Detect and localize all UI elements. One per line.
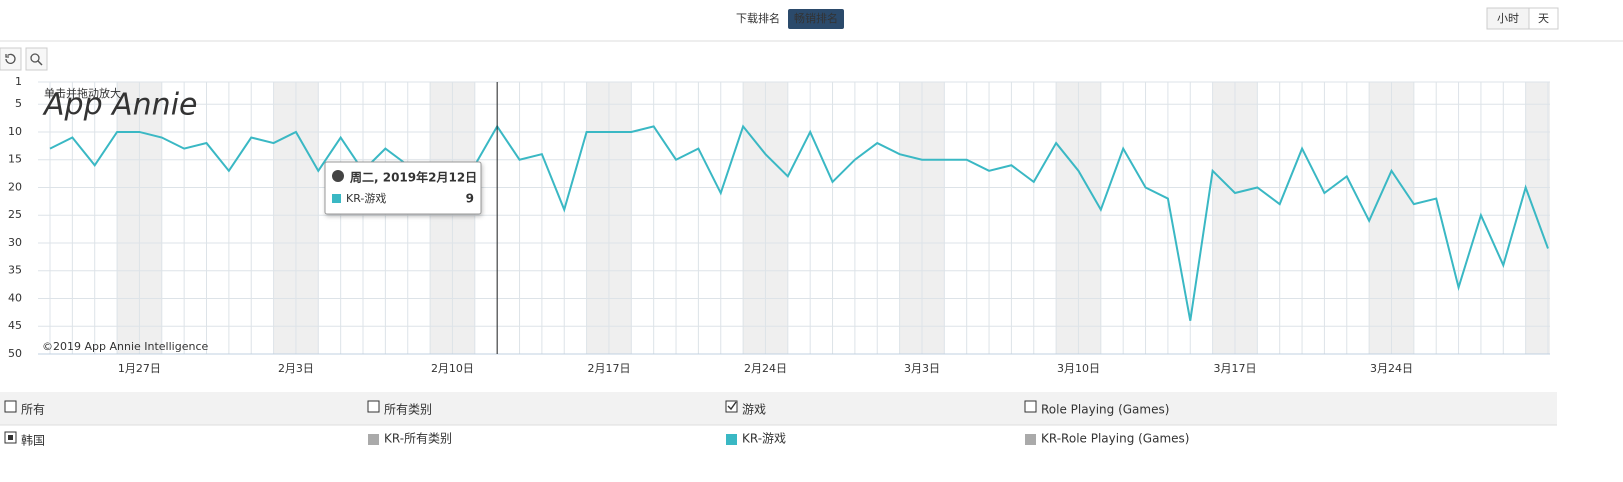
y-tick-label: 25 <box>8 208 22 221</box>
tooltip-swatch <box>332 194 341 203</box>
y-tick-label: 5 <box>15 97 22 110</box>
x-tick-label: 2月17日 <box>587 362 630 375</box>
tab-active-bg <box>788 9 844 29</box>
zoom-icon <box>30 53 40 63</box>
credit: ©2019 App Annie Intelligence <box>42 340 209 353</box>
tooltip-series: KR-游戏 <box>346 192 386 205</box>
plot-area <box>38 82 1550 354</box>
tooltip-globe <box>332 170 344 182</box>
y-tick-label: 15 <box>8 153 22 166</box>
checkbox[interactable] <box>4 400 17 413</box>
y-tick-label: 20 <box>8 180 22 193</box>
zoom-button[interactable] <box>25 47 48 71</box>
tooltip <box>324 161 482 215</box>
filter-label[interactable]: KR-游戏 <box>742 432 786 446</box>
filter-row-bg <box>0 392 1557 425</box>
legend-swatch[interactable] <box>368 434 379 445</box>
y-tick-label: 10 <box>8 125 22 138</box>
x-tick-label: 3月17日 <box>1213 362 1256 375</box>
x-tick-label: 3月24日 <box>1370 362 1413 375</box>
y-tick-label: 30 <box>8 236 22 249</box>
y-tick-label: 45 <box>8 319 22 332</box>
tooltip-title: 周二, 2019年2月12日 <box>350 170 477 185</box>
reset-zoom-button[interactable] <box>0 47 22 71</box>
checkmark <box>727 401 737 411</box>
y-tick-label: 1 <box>15 75 22 88</box>
y-tick-label: 35 <box>8 264 22 277</box>
filter-label[interactable]: 所有 <box>21 403 45 417</box>
legend-swatch[interactable] <box>1025 434 1036 445</box>
x-tick-label: 2月3日 <box>278 362 314 375</box>
filter-label[interactable]: 所有类别 <box>384 403 432 417</box>
watermark: App Annie <box>42 88 198 123</box>
granularity-label: 小时 <box>1497 12 1519 25</box>
tooltip-value: 9 <box>466 192 474 206</box>
series-line <box>49 124 1549 321</box>
granularity-label: 天 <box>1538 12 1549 25</box>
y-tick-label: 40 <box>8 291 22 304</box>
checkbox[interactable] <box>1024 400 1037 413</box>
filter-label[interactable]: 韩国 <box>21 433 45 448</box>
y-tick-label: 50 <box>8 347 22 360</box>
checkbox[interactable] <box>367 400 380 413</box>
x-tick-label: 2月10日 <box>431 362 474 375</box>
legend-swatch[interactable] <box>726 434 737 445</box>
filter-label[interactable]: Role Playing (Games) <box>1041 403 1169 417</box>
zoom-hint: 单击并拖动放大 <box>44 86 121 100</box>
x-tick-label: 3月10日 <box>1057 362 1100 375</box>
granularity-button[interactable] <box>1528 7 1559 30</box>
tab[interactable]: 畅销排名 <box>794 11 838 25</box>
filter-label[interactable]: 游戏 <box>742 403 766 417</box>
checkbox-fill <box>8 435 13 440</box>
x-tick-label: 3月3日 <box>904 362 940 375</box>
checkbox[interactable] <box>725 400 738 413</box>
zoom-icon-handle <box>37 60 43 66</box>
filter-label[interactable]: KR-Role Playing (Games) <box>1041 432 1189 446</box>
reset-icon <box>5 53 16 64</box>
tab[interactable]: 下载排名 <box>736 11 780 25</box>
x-tick-label: 2月24日 <box>744 362 787 375</box>
x-tick-label: 1月27日 <box>118 362 161 375</box>
filter-label[interactable]: KR-所有类别 <box>384 432 452 446</box>
